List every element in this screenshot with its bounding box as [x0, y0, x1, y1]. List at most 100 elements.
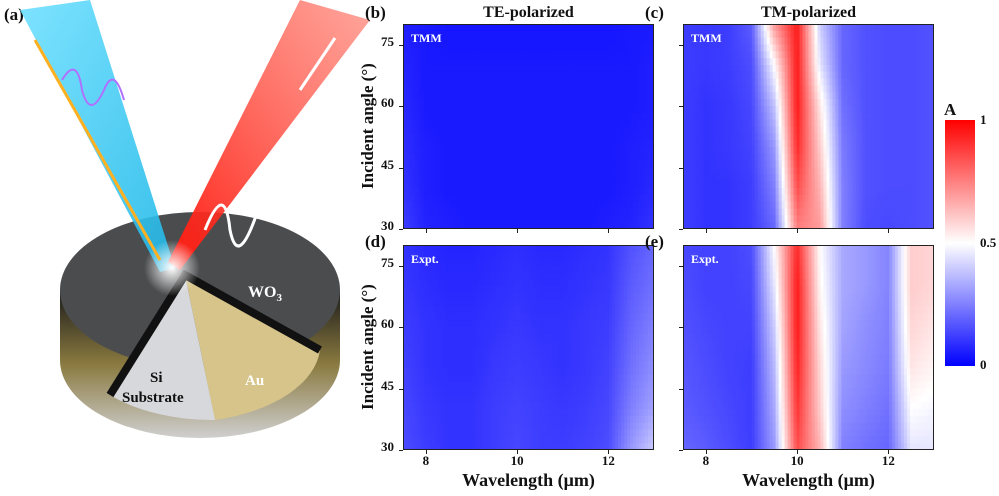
heatmap-cell	[591, 215, 595, 223]
heatmap-cell	[766, 147, 771, 155]
heatmap-cell	[546, 126, 551, 134]
heatmap-cell	[564, 99, 568, 107]
heatmap-cell	[459, 51, 464, 59]
heatmap-cell	[618, 153, 622, 162]
heatmap-cell	[414, 112, 419, 121]
heatmap-cell	[859, 78, 863, 87]
heatmap-cell	[579, 44, 583, 52]
heatmap-cell	[564, 215, 568, 223]
heatmap-cell	[691, 140, 696, 148]
heatmap-cell	[718, 201, 723, 210]
heatmap-cell	[450, 71, 455, 80]
heatmap-cell	[742, 30, 747, 39]
heatmap-cell	[745, 65, 750, 73]
y-tick-mark	[399, 229, 403, 230]
heatmap-cell	[636, 71, 640, 80]
heatmap-cell	[528, 201, 533, 210]
heatmap-cell	[600, 44, 604, 52]
heatmap-cell	[730, 201, 735, 210]
heatmap-cell	[528, 160, 533, 169]
heatmap-cell	[555, 30, 559, 39]
heatmap-cell	[522, 92, 527, 100]
heatmap-cell	[630, 126, 634, 134]
heatmap-cell	[760, 99, 765, 107]
heatmap-cell	[913, 78, 917, 87]
heatmap-cell	[441, 58, 446, 66]
heatmap-cell	[645, 99, 649, 107]
heatmap-cell	[609, 201, 613, 210]
heatmap-cell	[757, 174, 762, 182]
heatmap-cell	[829, 208, 834, 216]
heatmap-cell	[537, 181, 542, 189]
heatmap-cell	[615, 92, 619, 100]
heatmap-cell	[411, 37, 416, 46]
heatmap-cell	[862, 194, 866, 203]
heatmap-cell	[627, 99, 631, 107]
heatmap-cell	[724, 160, 729, 169]
heatmap-cell	[588, 201, 592, 210]
heatmap-cell	[715, 160, 720, 169]
heatmap-cell	[685, 99, 690, 107]
heatmap-cell	[414, 147, 419, 155]
heatmap-cell	[925, 160, 929, 169]
heatmap-cell	[420, 99, 425, 107]
heatmap-cell	[769, 208, 774, 216]
heatmap-cell	[889, 99, 893, 107]
heatmap-cell	[468, 92, 473, 100]
heatmap-cell	[585, 126, 589, 134]
heatmap-cell	[709, 112, 714, 121]
heatmap-cell	[715, 51, 720, 59]
heatmap-cell	[766, 78, 771, 87]
heatmap-cell	[883, 44, 887, 52]
heatmap-cell	[814, 194, 819, 203]
heatmap-cell	[781, 160, 786, 169]
heatmap-cell	[790, 147, 795, 155]
heatmap-cell	[694, 153, 699, 162]
heatmap-cell	[403, 119, 407, 128]
heatmap-cell	[579, 181, 583, 189]
heatmap-cell	[417, 24, 422, 32]
heatmap-cell	[808, 78, 813, 87]
heatmap-cell	[495, 167, 500, 175]
heatmap-cell	[513, 208, 518, 216]
heatmap-cell	[922, 215, 926, 223]
heatmap-cell	[859, 140, 863, 148]
heatmap-cell	[414, 194, 419, 203]
heatmap-cell	[709, 181, 714, 189]
heatmap-cell	[769, 44, 774, 52]
heatmap-cell	[724, 140, 729, 148]
heatmap-cell	[594, 140, 598, 148]
heatmap-cell	[651, 112, 654, 121]
heatmap-cell	[799, 133, 804, 141]
heatmap-cell	[712, 58, 717, 66]
heatmap-cell	[838, 30, 842, 39]
heatmap-cell	[501, 140, 506, 148]
heatmap-cell	[898, 78, 902, 87]
si-section	[110, 275, 215, 421]
heatmap-cell	[889, 133, 893, 141]
heatmap-cell	[531, 133, 536, 141]
heatmap-cell	[853, 119, 857, 128]
heatmap-cell	[850, 51, 854, 59]
heatmap-cell	[573, 99, 577, 107]
heatmap-cell	[781, 167, 786, 175]
heatmap-cell	[781, 24, 786, 32]
heatmap-cell	[546, 99, 551, 107]
heatmap-cell	[549, 85, 554, 93]
heatmap-cell	[555, 44, 559, 52]
heatmap-cell	[736, 147, 741, 155]
heatmap-cell	[739, 78, 744, 87]
heatmap-cell	[754, 181, 759, 189]
heatmap-cell	[471, 201, 476, 210]
heatmap-cell	[645, 85, 649, 93]
heatmap-cell	[624, 44, 628, 52]
heatmap-cell	[429, 126, 434, 134]
heatmap-cell	[441, 65, 446, 73]
heatmap-cell	[582, 194, 586, 203]
heatmap-cell	[558, 194, 562, 203]
heatmap-cell	[883, 167, 887, 175]
heatmap-cell	[567, 24, 571, 32]
heatmap-cell	[534, 92, 539, 100]
heatmap-cell	[543, 181, 548, 189]
heatmap-cell	[751, 194, 756, 203]
